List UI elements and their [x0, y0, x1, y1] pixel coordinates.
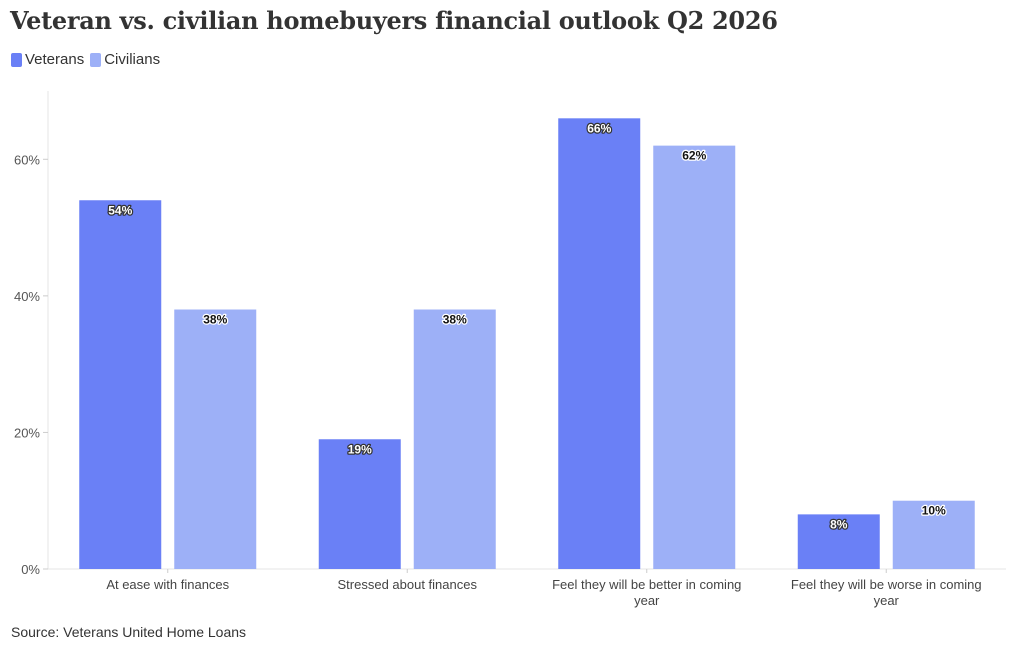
legend-label-veterans: Veterans	[25, 51, 85, 68]
x-tick-label: Feel they will be worse in coming	[791, 577, 982, 592]
bar-veterans-3	[797, 514, 880, 569]
legend-swatch-civilians	[90, 52, 102, 67]
y-tick-label: 0%	[21, 562, 40, 577]
bar-veterans-0	[79, 200, 162, 569]
bar-veterans-1	[318, 439, 401, 569]
source-note: Source: Veterans United Home Loans	[11, 624, 247, 640]
data-label: 10%	[922, 504, 946, 518]
data-label: 38%	[203, 313, 227, 327]
x-tick-label: Stressed about finances	[338, 577, 478, 592]
x-tick-label: Feel they will be better in coming	[552, 577, 741, 592]
data-label: 8%	[830, 517, 848, 531]
legend-item-civilians[interactable]: Civilians	[90, 51, 160, 68]
data-label: 38%	[443, 313, 467, 327]
y-tick-label: 20%	[14, 425, 40, 440]
x-tick-label: At ease with finances	[106, 577, 229, 592]
bar-civilians-0	[174, 309, 257, 569]
chart-title: Veteran vs. civilian homebuyers financia…	[10, 6, 778, 35]
data-label: 54%	[108, 203, 132, 217]
legend-swatch-veterans	[11, 52, 22, 67]
bar-civilians-3	[892, 500, 975, 569]
data-label: 19%	[348, 442, 372, 456]
bar-civilians-1	[413, 309, 496, 569]
bar-veterans-2	[558, 118, 641, 570]
chart-legend: Veterans Civilians	[11, 51, 166, 68]
x-tick-label: year	[874, 593, 900, 608]
y-tick-label: 60%	[14, 152, 40, 167]
legend-label-civilians: Civilians	[104, 51, 161, 68]
data-label: 62%	[682, 149, 706, 163]
y-tick-label: 40%	[14, 289, 40, 304]
legend-item-veterans[interactable]: Veterans	[11, 51, 84, 68]
data-label: 66%	[587, 121, 611, 135]
bar-civilians-2	[653, 145, 736, 569]
x-tick-label: year	[634, 593, 660, 608]
